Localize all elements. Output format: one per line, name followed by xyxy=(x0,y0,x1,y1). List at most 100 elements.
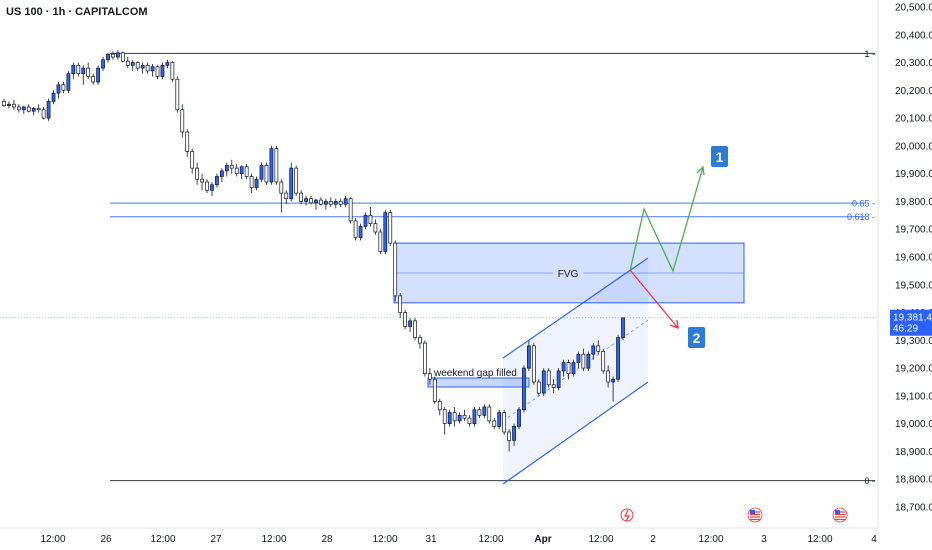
candle xyxy=(408,318,412,332)
candle-body xyxy=(432,378,437,402)
time-tick-label: 12:00 xyxy=(698,534,723,545)
candle-body xyxy=(254,178,259,188)
candle xyxy=(210,182,214,196)
candle xyxy=(517,407,521,430)
candle-body xyxy=(487,406,492,422)
candle xyxy=(26,104,31,113)
candle-body xyxy=(224,164,229,172)
candle-body xyxy=(31,108,36,112)
candle-body xyxy=(244,166,249,177)
candle-body xyxy=(348,198,353,222)
candle xyxy=(145,62,150,74)
candle-body xyxy=(116,52,120,58)
candle-body xyxy=(170,62,175,80)
candle-body xyxy=(462,414,467,419)
candle-body xyxy=(586,353,591,369)
candle xyxy=(323,198,328,210)
current-price-value: 19,381.4 xyxy=(893,313,932,324)
scenario-1-label: 1 xyxy=(716,149,724,165)
candle-body xyxy=(408,320,412,327)
candle xyxy=(224,162,229,177)
candle xyxy=(2,98,6,107)
candle xyxy=(551,379,556,394)
candle-body xyxy=(96,67,100,83)
candle xyxy=(616,334,620,382)
candle xyxy=(66,70,71,94)
candle xyxy=(205,179,209,194)
candle xyxy=(249,173,254,194)
candle-body xyxy=(358,226,363,238)
candle-body xyxy=(289,167,294,200)
candle xyxy=(239,165,244,180)
candle xyxy=(423,340,427,377)
candle xyxy=(140,62,145,74)
candle-body xyxy=(383,212,388,252)
candle xyxy=(150,63,155,77)
candle xyxy=(155,65,160,80)
bearish-arrowhead xyxy=(669,319,679,329)
candle xyxy=(220,168,224,182)
candle xyxy=(601,348,606,374)
candle xyxy=(383,209,388,255)
candle-body xyxy=(343,198,348,205)
candle-body xyxy=(314,199,318,204)
candle xyxy=(561,359,566,377)
current-price-countdown: 46:29 xyxy=(893,324,918,335)
candle xyxy=(591,343,596,360)
candle-body xyxy=(527,345,531,369)
candle-body xyxy=(106,53,110,61)
fib-level-label: 1 - xyxy=(864,49,875,59)
candle-body xyxy=(294,167,299,194)
candle xyxy=(611,376,615,402)
candle xyxy=(358,223,363,241)
candle-body xyxy=(239,166,244,175)
candle-body xyxy=(472,409,477,425)
candle-body xyxy=(145,64,150,72)
candle xyxy=(254,176,259,191)
candle xyxy=(571,359,576,377)
time-tick-label: 26 xyxy=(100,534,112,545)
time-tick-label: 3 xyxy=(761,534,767,545)
candle xyxy=(41,107,46,120)
price-tick-label: 20,200.0 xyxy=(895,86,932,97)
candle xyxy=(487,404,492,424)
candle xyxy=(234,163,239,177)
candle-body xyxy=(442,409,447,425)
candle-body xyxy=(140,64,145,69)
candle xyxy=(507,429,511,452)
channel-lower-line xyxy=(502,381,649,485)
fib-level-label: 0.618 - xyxy=(847,212,875,222)
candle-body xyxy=(195,167,200,180)
candle-body xyxy=(91,76,96,83)
candle xyxy=(91,73,96,85)
candle-body xyxy=(427,373,432,380)
candle-body xyxy=(517,409,521,427)
candle xyxy=(536,379,541,396)
time-tick-label: 12:00 xyxy=(807,534,832,545)
candle xyxy=(596,340,601,355)
candle-body xyxy=(264,164,269,183)
candle xyxy=(130,59,135,71)
candle xyxy=(46,98,51,121)
candle xyxy=(442,407,447,435)
price-tick-label: 20,400.0 xyxy=(895,30,932,41)
candle xyxy=(86,62,91,80)
candle-body xyxy=(452,412,457,422)
candle xyxy=(452,407,457,427)
candle xyxy=(116,50,120,60)
fib-level-label: 0 - xyxy=(864,476,875,486)
candle-body xyxy=(338,201,343,205)
candle-body xyxy=(210,184,214,191)
candle xyxy=(190,148,195,174)
candle xyxy=(378,229,383,255)
candle xyxy=(180,104,185,138)
candle xyxy=(427,368,432,385)
us-flag-event-icon[interactable] xyxy=(832,507,848,523)
us-flag-event-icon[interactable] xyxy=(747,507,763,523)
candle xyxy=(81,65,86,85)
candle xyxy=(393,240,398,302)
candle-body xyxy=(368,214,373,225)
candle-body xyxy=(7,103,11,106)
